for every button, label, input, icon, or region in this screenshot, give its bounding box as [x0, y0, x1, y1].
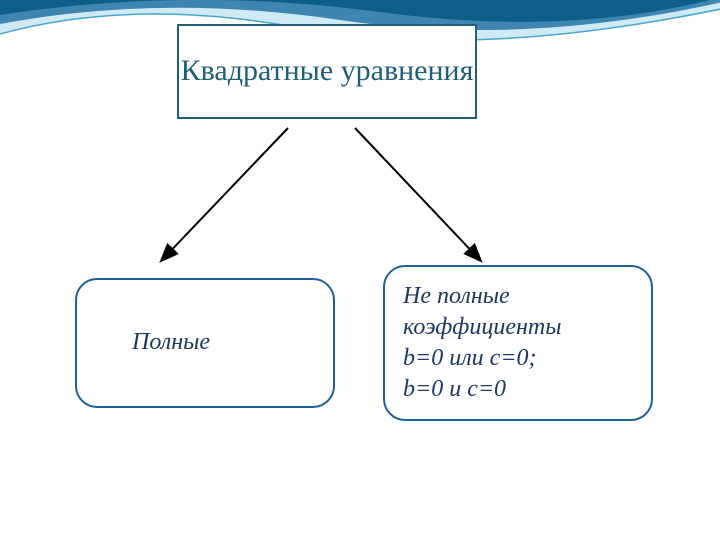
child-right-text: Не полные коэффициенты b=0 или с=0; b=0 … [403, 281, 633, 406]
title-box: Квадратные уравнения [177, 24, 477, 119]
arrow-right [355, 128, 480, 260]
wave-layer-3 [0, 0, 720, 22]
title-text: Квадратные уравнения [181, 51, 474, 92]
child-box-complete: Полные [75, 278, 335, 408]
arrows-container [0, 120, 720, 275]
child-left-text: Полные [132, 327, 210, 358]
child-box-incomplete: Не полные коэффициенты b=0 или с=0; b=0 … [383, 265, 653, 421]
arrow-left [162, 128, 288, 260]
